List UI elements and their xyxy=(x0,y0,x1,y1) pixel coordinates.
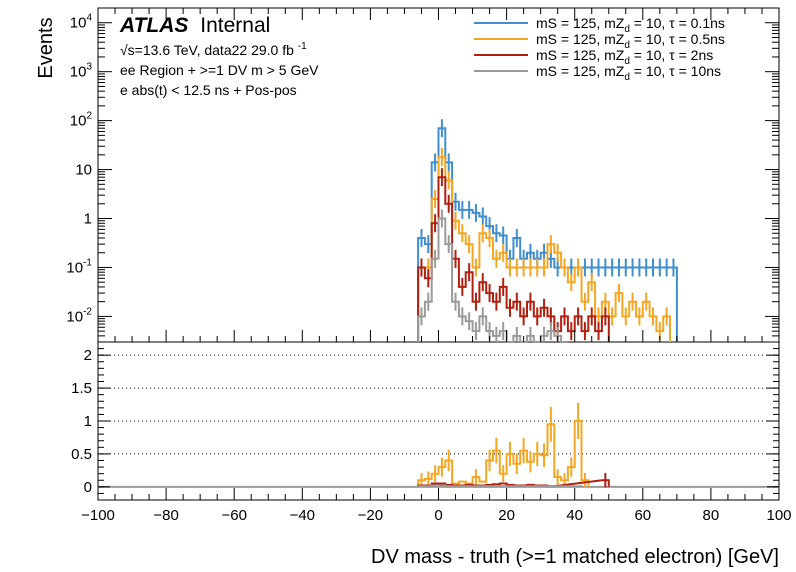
y-axis-label: Events xyxy=(35,17,57,78)
bottom-y-tick-label-2: 1 xyxy=(84,413,92,430)
energy-lumi-exponent: -1 xyxy=(298,41,307,52)
bottom-y-tick-label-1: 0.5 xyxy=(71,446,92,463)
top-y-tick-label-1: 10-1 xyxy=(66,257,92,276)
region-text: ee Region + >=1 DV m > 5 GeV xyxy=(120,62,319,78)
x-tick-label-8: 60 xyxy=(634,507,651,524)
legend-entry-3: mS = 125, mZd = 10, τ = 10ns xyxy=(474,63,721,83)
x-tick-label-1: −80 xyxy=(153,507,178,524)
ratio-gridlines xyxy=(98,354,779,455)
legend-label-1: mS = 125, mZd = 10, τ = 0.5ns xyxy=(536,31,725,51)
legend: mS = 125, mZd = 10, τ = 0.1ns mS = 125, … xyxy=(474,15,725,83)
x-axis-label: DV mass - truth (>=1 matched electron) [… xyxy=(371,546,779,568)
x-tick-label-5: 0 xyxy=(434,507,442,524)
legend-label-2: mS = 125, mZd = 10, τ = 2ns xyxy=(536,47,713,67)
atlas-label: ATLAS Internal xyxy=(119,14,270,37)
selection-text: e abs(t) < 12.5 ns + Pos-pos xyxy=(120,82,297,98)
top-y-tick-label-3: 10 xyxy=(75,162,92,179)
bottom-y-axis-ticks: 0 0.5 1 1.5 2 xyxy=(71,347,779,496)
top-y-tick-label-0: 10-2 xyxy=(66,306,92,325)
legend-entry-2: mS = 125, mZd = 10, τ = 2ns xyxy=(474,47,713,67)
x-tick-label-6: 20 xyxy=(498,507,515,524)
top-histograms xyxy=(417,119,678,343)
energy-lumi-main: √s=13.6 TeV, data22 29.0 fb xyxy=(120,42,294,58)
x-tick-label-2: −60 xyxy=(221,507,246,524)
ratio-histograms xyxy=(417,403,610,488)
bottom-y-tick-label-0: 0 xyxy=(84,479,92,496)
top-y-tick-label-5: 103 xyxy=(70,62,93,81)
x-tick-label-9: 80 xyxy=(703,507,720,524)
atlas-label-normal: Internal xyxy=(200,14,270,37)
top-y-axis-ticks: 10-2 10-1 1 10 102 103 104 xyxy=(66,7,779,343)
energy-lumi-text: √s=13.6 TeV, data22 29.0 fb -1 xyxy=(120,41,307,58)
bottom-y-tick-label-3: 1.5 xyxy=(71,380,92,397)
legend-label-3: mS = 125, mZd = 10, τ = 10ns xyxy=(536,63,721,83)
top-y-tick-label-4: 102 xyxy=(70,111,93,130)
atlas-label-bold: ATLAS xyxy=(119,14,188,37)
top-histogram-series-0 xyxy=(417,127,678,342)
x-axis-ticks: −100 −80 −60 −40 −20 0 20 40 60 80 100 xyxy=(81,8,792,524)
x-tick-label-7: 40 xyxy=(566,507,583,524)
legend-label-0: mS = 125, mZd = 10, τ = 0.1ns xyxy=(536,15,725,35)
x-tick-label-10: 100 xyxy=(766,507,791,524)
x-tick-label-0: −100 xyxy=(81,507,115,524)
x-tick-label-3: −40 xyxy=(290,507,315,524)
top-y-tick-label-2: 1 xyxy=(84,211,92,228)
bottom-y-tick-label-4: 2 xyxy=(84,347,92,364)
top-y-tick-label-6: 104 xyxy=(70,13,93,32)
legend-entry-1: mS = 125, mZd = 10, τ = 0.5ns xyxy=(474,31,725,51)
ratio-histogram-series-3 xyxy=(417,484,583,488)
x-tick-label-4: −20 xyxy=(358,507,383,524)
legend-entry-0: mS = 125, mZd = 10, τ = 0.1ns xyxy=(474,15,725,35)
